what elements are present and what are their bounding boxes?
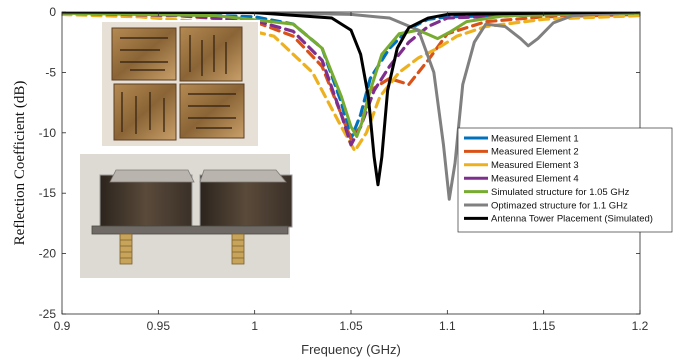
legend-label: Simulated structure for 1.05 GHz <box>491 187 630 198</box>
y-axis-label: Reflection Coefficient (dB) <box>12 81 28 246</box>
x-tick-label: 0.95 <box>147 319 171 333</box>
y-tick-label: -20 <box>39 247 57 261</box>
inset-photo-side-view <box>78 152 293 280</box>
series-line-2 <box>62 12 640 141</box>
series-line-6 <box>62 12 640 201</box>
y-tick-label: 0 <box>49 5 56 19</box>
legend-label: Optimazed structure for 1.1 GHz <box>491 200 628 211</box>
y-tick-label: -5 <box>45 65 56 79</box>
x-tick-label: 1.15 <box>532 319 556 333</box>
y-tick-label: -15 <box>39 186 57 200</box>
x-tick-label: 1.2 <box>632 319 649 333</box>
y-tick-label: -25 <box>39 307 57 321</box>
legend-label: Measured Element 1 <box>491 133 579 144</box>
x-tick-label: 1.05 <box>339 319 363 333</box>
x-tick-label: 1.1 <box>439 319 456 333</box>
legend-items: Measured Element 1 Measured Element 2 Meas… <box>464 133 653 225</box>
legend-label: Antenna Tower Placement (Simulated) <box>491 214 653 225</box>
series-line-7 <box>62 12 640 187</box>
y-tick-label: -10 <box>39 126 57 140</box>
legend-label: Measured Element 4 <box>491 174 579 185</box>
x-axis-label: Frequency (GHz) <box>301 342 401 357</box>
ticks-layer: 0.9 0.95 1 1.05 1.1 1.15 1.2 0 -5 -10 -15 -20 -25 <box>39 5 649 333</box>
series-line-5 <box>62 12 640 138</box>
x-tick-label: 1 <box>251 319 258 333</box>
inset-photo-top-view <box>100 20 260 148</box>
series-line-1 <box>62 12 640 141</box>
legend-label: Measured Element 2 <box>491 147 579 158</box>
legend-label: Measured Element 3 <box>491 160 579 171</box>
x-tick-label: 0.9 <box>54 319 71 333</box>
legend: Measured Element 1 Measured Element 2 Meas… <box>457 127 673 233</box>
